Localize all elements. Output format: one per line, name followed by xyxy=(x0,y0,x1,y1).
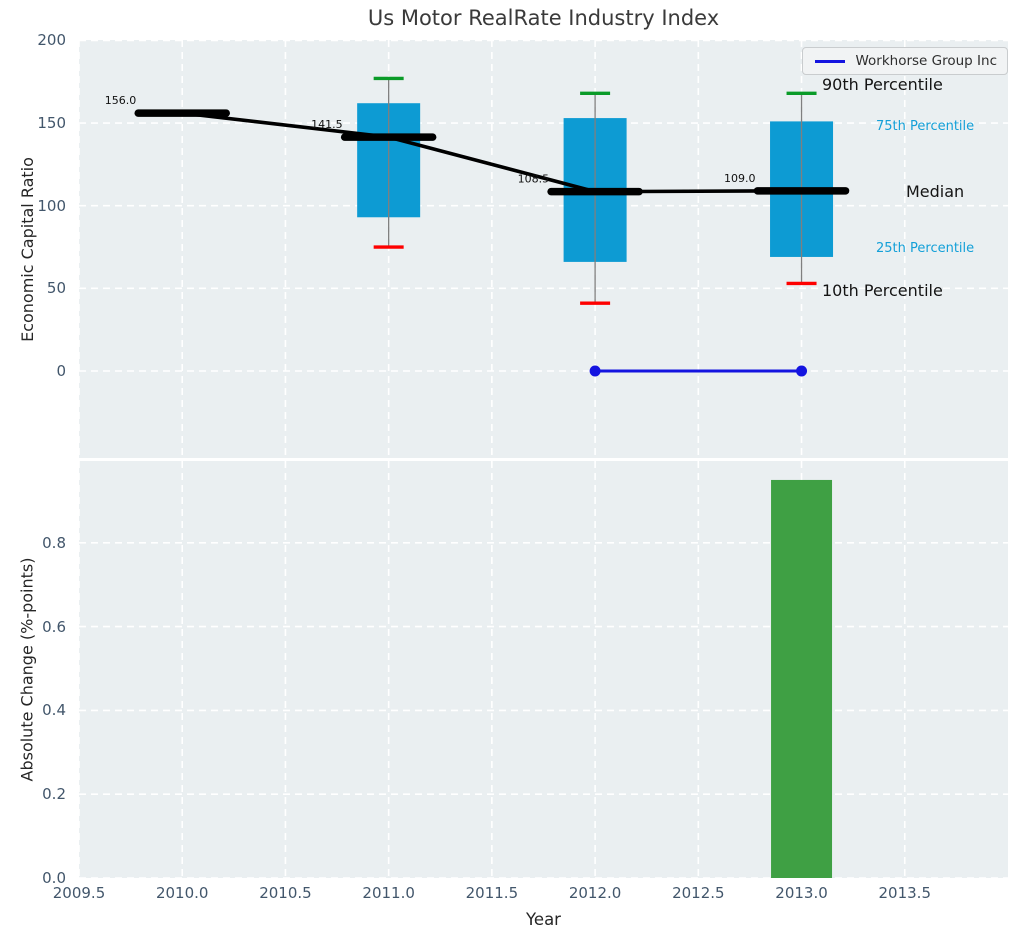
median-value-label: 108.5 xyxy=(518,173,550,186)
overlay-series-marker xyxy=(796,365,808,377)
bottom-plot-area xyxy=(79,461,1008,878)
overlay-series-marker xyxy=(589,365,601,377)
top-y-tick-label: 100 xyxy=(37,196,66,215)
top-plot-area: 156.0 141.5 108.5 109.0 xyxy=(79,40,1008,458)
legend: Workhorse Group Inc xyxy=(802,47,1008,75)
boxplot-chart: 156.0 141.5 108.5 109.0 xyxy=(79,40,1008,458)
bottom-y-tick-label: 0.8 xyxy=(42,533,66,552)
chart-title: Us Motor RealRate Industry Index xyxy=(367,6,720,30)
x-axis-label: Year xyxy=(526,910,561,929)
x-tick-label: 2013.5 xyxy=(878,884,932,902)
top-y-tick-label: 200 xyxy=(37,31,66,50)
legend-line-sample xyxy=(815,59,846,63)
x-tick-label: 2009.5 xyxy=(52,884,106,902)
x-tick-label: 2010.5 xyxy=(259,884,312,902)
annotation-10th-percentile: 10th Percentile xyxy=(822,281,943,300)
top-y-tick-label: 0 xyxy=(56,362,66,380)
top-y-tick-label: 50 xyxy=(46,279,66,298)
median-value-label: 109.0 xyxy=(724,172,756,185)
median-trend-line xyxy=(182,111,802,194)
top-y-axis-label: Economic Capital Ratio xyxy=(17,156,37,342)
change-bar xyxy=(771,479,833,878)
median-value-label: 141.5 xyxy=(311,118,343,131)
x-tick-label: 2010.0 xyxy=(155,884,209,902)
legend-label: Workhorse Group Inc xyxy=(855,53,997,69)
bottom-y-tick-label: 0.6 xyxy=(42,617,66,636)
x-tick-label: 2012.0 xyxy=(568,884,622,902)
bar-chart xyxy=(79,461,1008,878)
annotation-25th-percentile: 25th Percentile xyxy=(876,241,975,256)
top-y-tick-label: 150 xyxy=(37,114,66,133)
x-tick-label: 2011.0 xyxy=(362,884,415,902)
bottom-y-axis-label: Absolute Change (%-points) xyxy=(17,557,37,782)
annotation-90th-percentile: 90th Percentile xyxy=(822,75,943,94)
median-value-label: 156.0 xyxy=(105,94,137,107)
x-tick-label: 2012.5 xyxy=(672,884,725,902)
bottom-y-tick-label: 0.0 xyxy=(42,869,66,887)
bottom-y-tick-label: 0.2 xyxy=(42,785,66,804)
annotation-75th-percentile: 75th Percentile xyxy=(876,119,975,134)
x-tick-label: 2011.5 xyxy=(465,884,519,902)
x-tick-label: 2013.0 xyxy=(775,884,828,902)
bottom-y-tick-label: 0.4 xyxy=(42,701,66,720)
annotation-median: Median xyxy=(906,182,965,201)
